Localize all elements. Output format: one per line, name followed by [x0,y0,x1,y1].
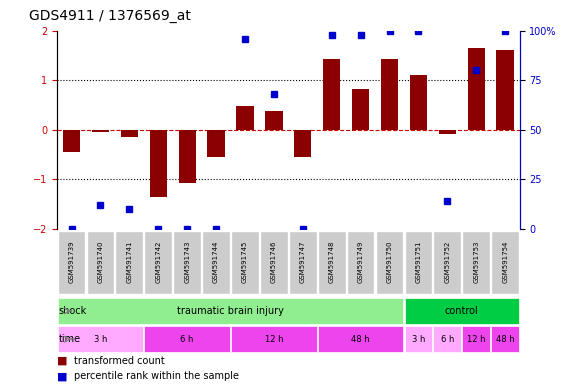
FancyBboxPatch shape [405,326,432,352]
FancyBboxPatch shape [433,232,461,294]
FancyBboxPatch shape [58,232,86,294]
FancyBboxPatch shape [347,232,375,294]
Text: GSM591748: GSM591748 [329,240,335,283]
Bar [381,60,398,130]
Bar [294,130,312,157]
Text: ■: ■ [57,371,67,381]
Text: control: control [445,306,478,316]
Bar [439,130,456,134]
Bar [207,130,225,157]
Text: GSM591747: GSM591747 [300,240,306,283]
Bar [92,130,109,132]
Text: GSM591754: GSM591754 [502,240,508,283]
Text: GSM591745: GSM591745 [242,240,248,283]
Text: GSM591753: GSM591753 [473,240,479,283]
Bar [63,130,80,152]
Text: 6 h: 6 h [441,334,454,344]
FancyBboxPatch shape [289,232,317,294]
FancyBboxPatch shape [318,326,403,352]
Bar [150,130,167,197]
Text: GSM591752: GSM591752 [444,240,451,283]
Bar [497,50,514,130]
FancyBboxPatch shape [58,298,403,324]
Bar [236,106,254,130]
Bar [120,130,138,137]
FancyBboxPatch shape [318,232,345,294]
Bar [410,75,427,130]
FancyBboxPatch shape [144,232,172,294]
Text: time: time [59,334,81,344]
Text: 6 h: 6 h [180,334,194,344]
Text: GSM591743: GSM591743 [184,240,190,283]
FancyBboxPatch shape [463,232,490,294]
Text: percentile rank within the sample: percentile rank within the sample [74,371,239,381]
Text: 3 h: 3 h [94,334,107,344]
FancyBboxPatch shape [260,232,288,294]
Text: GSM591750: GSM591750 [387,240,392,283]
FancyBboxPatch shape [491,326,519,352]
Text: GDS4911 / 1376569_at: GDS4911 / 1376569_at [29,9,190,23]
Bar [352,89,369,130]
Text: shock: shock [59,306,87,316]
Text: 12 h: 12 h [467,334,485,344]
FancyBboxPatch shape [463,326,490,352]
FancyBboxPatch shape [231,232,259,294]
Text: GSM591746: GSM591746 [271,240,277,283]
Text: transformed count: transformed count [74,356,165,366]
FancyBboxPatch shape [405,298,519,324]
FancyBboxPatch shape [405,232,432,294]
Text: GSM591742: GSM591742 [155,240,161,283]
Bar [323,60,340,130]
FancyBboxPatch shape [202,232,230,294]
Text: GSM591749: GSM591749 [357,240,364,283]
Bar [266,111,283,130]
Text: traumatic brain injury: traumatic brain injury [177,306,284,316]
FancyBboxPatch shape [376,232,403,294]
Text: GSM591740: GSM591740 [98,240,103,283]
Bar [179,130,196,183]
FancyBboxPatch shape [115,232,143,294]
Bar [468,48,485,130]
FancyBboxPatch shape [231,326,317,352]
FancyBboxPatch shape [144,326,230,352]
Text: 48 h: 48 h [496,334,514,344]
Text: ■: ■ [57,356,67,366]
Text: 12 h: 12 h [264,334,283,344]
FancyBboxPatch shape [433,326,461,352]
Text: GSM591741: GSM591741 [126,240,132,283]
Text: GSM591739: GSM591739 [69,240,75,283]
FancyBboxPatch shape [174,232,201,294]
Text: GSM591751: GSM591751 [416,240,421,283]
FancyBboxPatch shape [58,326,143,352]
Text: 3 h: 3 h [412,334,425,344]
FancyBboxPatch shape [491,232,519,294]
Text: GSM591744: GSM591744 [213,240,219,283]
FancyBboxPatch shape [87,232,114,294]
Text: 48 h: 48 h [351,334,370,344]
